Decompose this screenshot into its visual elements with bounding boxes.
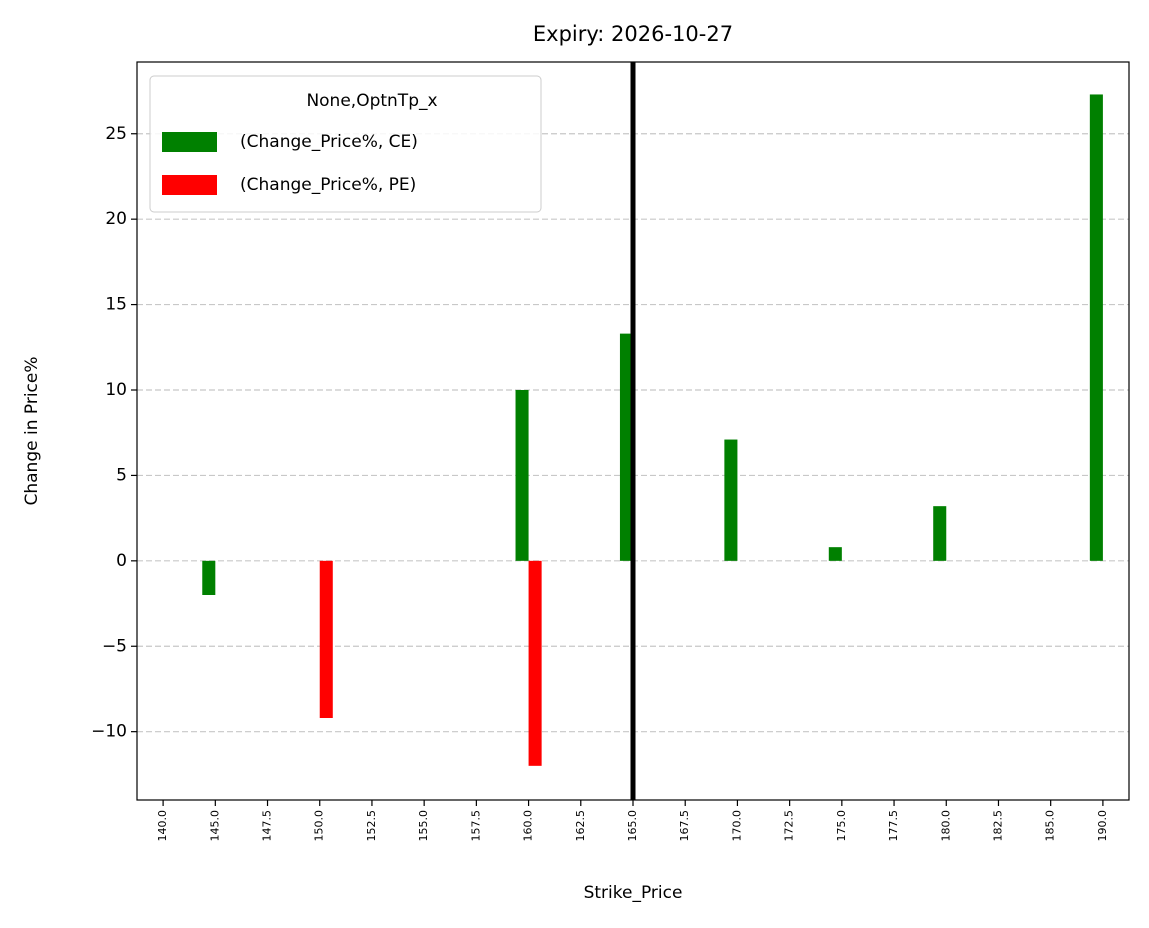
x-tick-label: 180.0 [939,810,952,842]
x-tick-label: 160.0 [522,810,535,842]
legend-label: (Change_Price%, CE) [240,132,418,152]
bar [319,560,333,718]
y-tick-label: 10 [105,380,127,400]
x-tick-label: 157.5 [469,810,482,842]
legend-label: (Change_Price%, PE) [240,175,416,195]
bar [528,560,542,766]
y-tick-label: 25 [105,124,127,144]
x-axis-label: Strike_Price [584,883,683,903]
bar [619,333,633,561]
x-tick-label: 155.0 [417,810,430,842]
bar [515,390,529,561]
x-tick-label: 145.0 [208,810,221,842]
x-tick-label: 182.5 [991,810,1004,842]
legend-title: None,OptnTp_x [306,91,437,111]
plot-frame [136,61,1130,801]
x-tick-label: 147.5 [261,810,274,842]
bar [1089,94,1103,561]
y-axis-label: Change in Price% [22,356,42,505]
y-tick-label: 20 [105,209,127,229]
bar [828,547,842,561]
legend-swatch [162,175,217,195]
x-tick-label: 175.0 [835,810,848,842]
x-tick-label: 177.5 [887,810,900,842]
x-tick-label: 140.0 [156,810,169,842]
legend-swatch [162,132,217,152]
y-tick-label: −10 [91,722,127,742]
x-tick-label: 162.5 [574,810,587,842]
x-tick-label: 172.5 [783,810,796,842]
bar [933,506,947,561]
y-tick-label: 15 [105,295,127,315]
x-tick-label: 165.0 [626,810,639,842]
y-tick-label: −5 [102,636,127,656]
x-tick-label: 190.0 [1096,810,1109,842]
x-tick-label: 185.0 [1044,810,1057,842]
x-tick-label: 170.0 [730,810,743,842]
bar [202,560,216,595]
legend-box [149,75,542,213]
bar [724,439,738,561]
x-tick-label: 167.5 [678,810,691,842]
y-tick-label: 0 [116,551,127,571]
y-tick-label: 5 [116,465,127,485]
x-tick-label: 152.5 [365,810,378,842]
x-tick-label: 150.0 [313,810,326,842]
chart-title: Expiry: 2026-10-27 [533,22,733,46]
